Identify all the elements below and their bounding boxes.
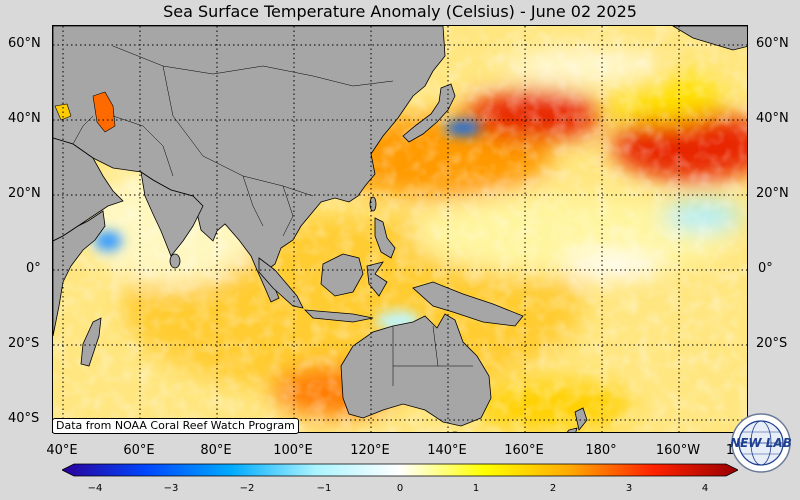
landmass-north-america [672, 26, 747, 51]
lat-tick-right-40n: 40°N [756, 111, 789, 126]
landmass-india [140, 171, 204, 257]
land-masses [53, 26, 747, 432]
landmass-philippines [374, 217, 396, 259]
country-borders [72, 45, 473, 386]
colorbar-label-neg2: −2 [239, 483, 255, 494]
data-credit: Data from NOAA Coral Reef Watch Program [52, 418, 299, 434]
landmass-africa [53, 210, 106, 337]
sst-anomaly-map [52, 25, 748, 433]
landmass-taiwan [369, 196, 377, 212]
globe-icon: NEW LAB [730, 413, 792, 473]
lat-tick-left-40n: 40°N [8, 111, 41, 126]
landmass-japan [402, 83, 456, 143]
lat-tick-left-20s: 20°S [8, 336, 40, 351]
landmass-new-zealand [574, 407, 588, 431]
landmass-sulawesi [366, 261, 388, 297]
landmass-borneo [320, 253, 364, 297]
lat-tick-left-20n: 20°N [8, 186, 41, 201]
lon-tick-80e: 80°E [200, 443, 232, 458]
landmass-new-zealand-south [566, 427, 578, 432]
colorbar-label-1: 1 [472, 483, 480, 494]
lat-tick-right-60n: 60°N [756, 36, 789, 51]
landmass-madagascar [80, 317, 102, 367]
lon-tick-140e: 140°E [427, 443, 467, 458]
map-title: Sea Surface Temperature Anomaly (Celsius… [163, 2, 637, 21]
graticule [53, 26, 747, 432]
lon-tick-60e: 60°E [123, 443, 155, 458]
landmass-tasmania [452, 431, 458, 432]
lon-tick-160e: 160°E [504, 443, 544, 458]
lat-tick-right-0: 0° [758, 261, 773, 276]
lon-tick-100e: 100°E [273, 443, 313, 458]
colorbar-label-2: 2 [549, 483, 557, 494]
lon-tick-160w: 160°W [655, 443, 701, 458]
colorbar-label-4: 4 [701, 483, 709, 494]
colorbar [62, 463, 738, 477]
landmass-java [303, 309, 374, 323]
lon-tick-180: 180° [585, 443, 617, 458]
colorbar-label-neg3: −3 [163, 483, 179, 494]
map-canvas [53, 26, 747, 432]
lat-tick-left-60n: 60°N [8, 36, 41, 51]
lat-tick-left-0: 0° [26, 261, 41, 276]
colorbar-label-neg1: −1 [316, 483, 332, 494]
colorbar-label-neg4: −4 [87, 483, 103, 494]
colorbar-ramp [62, 463, 738, 477]
landmass-australia [340, 313, 492, 427]
lon-tick-40e: 40°E [46, 443, 78, 458]
colorbar-label-0: 0 [396, 483, 404, 494]
lat-tick-left-40s: 40°S [8, 411, 40, 426]
lat-tick-right-20s: 20°S [756, 336, 788, 351]
lat-tick-right-20n: 20°N [756, 186, 789, 201]
logo-text: NEW LAB [730, 436, 792, 450]
landmass-sri-lanka [169, 253, 181, 269]
lon-tick-120e: 120°E [350, 443, 390, 458]
colorbar-label-3: 3 [625, 483, 633, 494]
